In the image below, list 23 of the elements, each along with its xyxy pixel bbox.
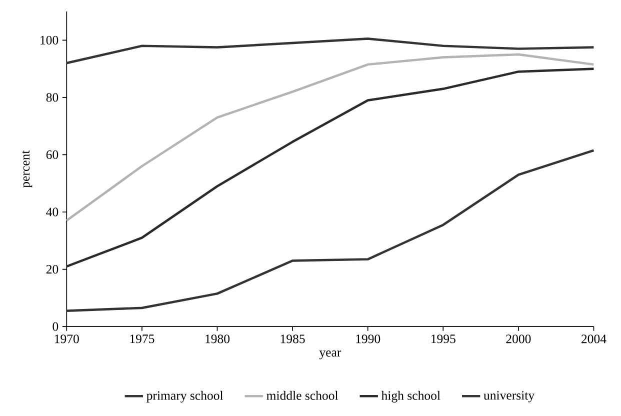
x-tick-label: 1970 bbox=[54, 334, 79, 344]
line-series bbox=[65, 149, 595, 312]
x-tick-label: 2004 bbox=[582, 334, 606, 344]
x-tick-label: 1990 bbox=[356, 334, 380, 344]
y-tick-label: 60 bbox=[46, 150, 58, 160]
x-tick-label: 1975 bbox=[130, 334, 154, 344]
y-tick-label: 20 bbox=[46, 264, 58, 274]
line-series bbox=[65, 53, 595, 222]
x-tick-label: 1985 bbox=[280, 334, 305, 344]
legend-label: high school bbox=[381, 390, 440, 403]
y-axis-title: percent bbox=[22, 150, 32, 188]
x-axis-title: year bbox=[319, 350, 342, 360]
x-tick-label: 1995 bbox=[431, 334, 456, 344]
x-tick-label: 1980 bbox=[206, 334, 230, 344]
line-series bbox=[65, 68, 595, 268]
y-tick-label: 40 bbox=[46, 208, 58, 216]
y-tick-label: 0 bbox=[52, 322, 58, 331]
y-tick-label: 100 bbox=[40, 36, 58, 44]
legend-label: university bbox=[484, 391, 535, 402]
legend-label: primary school bbox=[146, 390, 224, 403]
y-tick-label: 80 bbox=[46, 93, 58, 102]
legend-label: middle school bbox=[266, 390, 338, 400]
x-tick-label: 2000 bbox=[506, 334, 531, 344]
